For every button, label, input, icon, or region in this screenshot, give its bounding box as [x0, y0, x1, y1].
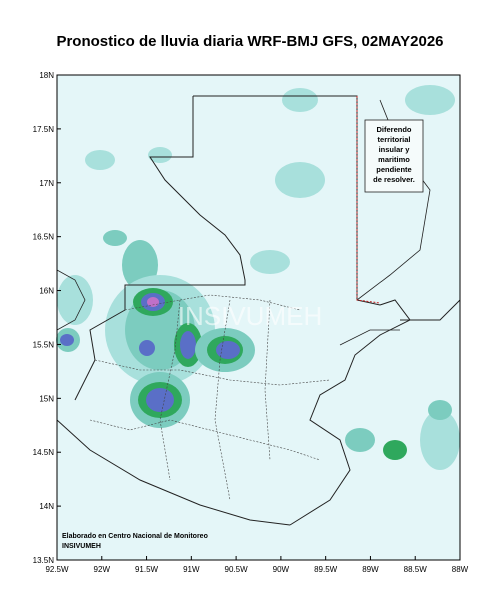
note-line: maritimo — [378, 155, 410, 164]
watermark: INSIVUMEH — [178, 301, 322, 331]
claim-line — [356, 96, 381, 304]
y-tick-label: 17N — [39, 179, 54, 188]
y-tick-label: 17.5N — [33, 125, 55, 134]
x-tick-label: 88W — [452, 565, 469, 574]
y-tick-label: 14.5N — [33, 448, 55, 457]
x-tick-label: 89W — [362, 565, 379, 574]
department-borders — [89, 294, 331, 501]
title: Pronostico de lluvia diaria WRF-BMJ GFS,… — [56, 33, 443, 50]
credit: Elaborado en Centro Nacional de Monitore… — [62, 533, 208, 550]
credit-line: Elaborado en Centro Nacional de Monitore… — [62, 533, 208, 540]
x-tick-label: 88.5W — [404, 565, 428, 574]
x-tick-label: 89.5W — [314, 565, 338, 574]
y-tick-label: 16.5N — [33, 233, 55, 242]
x-tick-label: 90.5W — [225, 565, 249, 574]
x-tick-label: 92W — [94, 565, 111, 574]
axes: 92.5W 92W 91.5W 91W 90.5W 90W 89.5W 89W 88.5W 88W… — [33, 71, 469, 574]
note-line: de resolver. — [373, 175, 415, 184]
note-line: pendiente — [376, 165, 411, 174]
x-tick-label: 90W — [273, 565, 290, 574]
y-tick-label: 15.5N — [33, 340, 55, 349]
credit-line: INSIVUMEH — [62, 543, 101, 550]
y-tick-label: 16N — [39, 287, 54, 296]
frame — [56, 74, 461, 561]
note-line: insular y — [379, 145, 411, 154]
note-box — [364, 119, 424, 193]
x-tick-label: 92.5W — [45, 565, 69, 574]
y-tick-label: 18N — [39, 71, 54, 80]
y-tick-label: 13.5N — [33, 556, 55, 565]
note-line: Diferendo — [376, 125, 411, 134]
y-tick-label: 15N — [39, 394, 54, 403]
rain-field — [56, 85, 460, 470]
note-line: territorial — [378, 135, 411, 144]
x-tick-label: 91.5W — [135, 565, 159, 574]
y-tick-label: 14N — [39, 502, 54, 511]
x-tick-label: 91W — [183, 565, 200, 574]
